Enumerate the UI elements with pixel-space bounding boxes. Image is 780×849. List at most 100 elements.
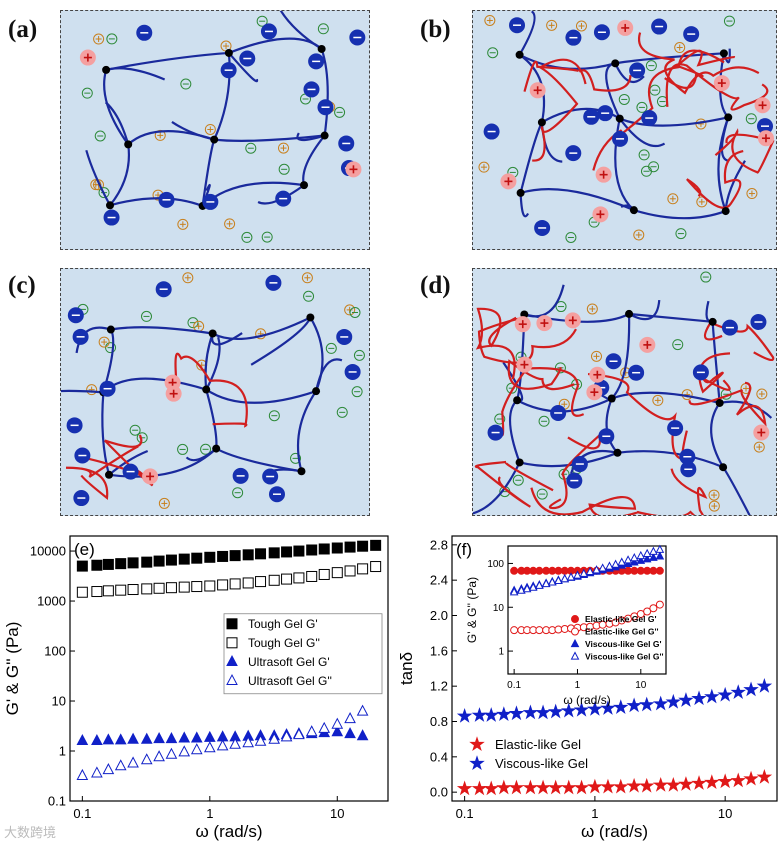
chart-f-data-point <box>717 773 733 789</box>
polyelectrolyte-chain <box>548 433 602 510</box>
chart-f-data-point <box>456 780 473 796</box>
chart-e-data-point <box>115 584 127 596</box>
polyelectrolyte-chain <box>65 445 139 500</box>
anionic-group <box>565 145 582 162</box>
anionic-group <box>122 463 139 480</box>
chart-e-data-point <box>331 725 344 737</box>
chart-e-data-point <box>127 756 139 768</box>
label-c: (c) <box>8 272 36 299</box>
chart-f-data-point <box>638 696 655 712</box>
crosslink-point <box>607 394 616 403</box>
cationic-group <box>639 336 656 353</box>
anionic-group <box>262 468 279 485</box>
chart-f-data-point <box>560 702 577 718</box>
positive-ion <box>154 129 166 141</box>
cationic-group <box>500 173 517 190</box>
chart-e-data-point <box>268 732 281 744</box>
network-chain <box>109 144 130 206</box>
chart-e-y-tick-label: 1000 <box>37 594 66 609</box>
cationic-group <box>713 75 730 92</box>
chart-f-y-tick-label: 2.4 <box>430 573 448 588</box>
anionic-group <box>158 191 175 208</box>
chart-e-data-point <box>331 542 343 554</box>
chart-e-data-point <box>331 567 343 579</box>
positive-ion <box>652 394 664 406</box>
negative-ion <box>487 47 499 59</box>
polyelectrolyte-chain <box>714 128 775 174</box>
chart-e-data-point <box>91 559 103 571</box>
chart-f-data-point <box>573 701 590 717</box>
crosslink-point <box>202 385 211 394</box>
anionic-group <box>338 135 355 152</box>
crosslink-point <box>516 188 525 197</box>
negative-ion <box>317 23 329 35</box>
chart-e-data-point <box>281 573 293 585</box>
network-chain <box>102 377 207 394</box>
crosslink-point <box>312 387 321 396</box>
anionic-group <box>275 190 292 207</box>
chart-f-y-tick-label: 0.0 <box>430 785 448 800</box>
anionic-group <box>612 130 629 147</box>
chart-f-plot-frame <box>451 535 778 802</box>
negative-ion <box>536 488 548 500</box>
chart-f-data-point <box>704 774 720 790</box>
chart-f-legend-label: Viscous-like Gel <box>495 756 588 771</box>
anionic-group <box>593 24 610 41</box>
network-chain <box>85 149 111 206</box>
crosslink-point <box>719 463 728 472</box>
chart-e-data-point <box>153 732 165 744</box>
chart-e-legend-label: Ultrasoft Gel G' <box>248 655 330 669</box>
chart-e-data-point <box>153 555 165 567</box>
crosslink-point <box>611 59 620 68</box>
cationic-group <box>592 206 609 223</box>
network-chain <box>214 134 325 142</box>
chart-e-data-point <box>370 539 382 551</box>
chart-e-x-tick-label: 0.1 <box>73 806 91 821</box>
chart-e-data-point <box>331 717 344 729</box>
chart-e-data-point <box>280 730 293 742</box>
anionic-group <box>692 364 709 381</box>
anionic-group <box>155 281 172 298</box>
negative-ion <box>565 231 577 243</box>
chart-e-data-point <box>165 732 178 744</box>
crosslink-point <box>224 48 233 57</box>
chart-f-data-point <box>496 779 512 795</box>
network-chain <box>205 389 218 449</box>
scheme-d-art <box>473 271 775 515</box>
network-chain <box>320 48 329 136</box>
chart-f-data-point <box>756 768 773 784</box>
inset-data-point <box>629 553 639 562</box>
chart-e-data-point <box>229 578 241 590</box>
chart-e-data-point <box>127 732 139 744</box>
negative-ion <box>351 386 363 398</box>
anionic-group <box>679 448 696 465</box>
inset-data-point <box>598 563 607 572</box>
chart-f-data-point <box>508 779 525 795</box>
positive-ion <box>753 441 765 453</box>
cationic-group <box>142 468 159 485</box>
positive-ion <box>278 142 290 154</box>
anionic-group <box>232 467 249 484</box>
watermark: 大数跨境 <box>4 825 57 840</box>
positive-ion <box>93 33 105 45</box>
positive-ion <box>182 272 194 284</box>
negative-ion <box>256 15 268 27</box>
inset-legend-marker <box>571 615 579 624</box>
negative-ion <box>129 424 141 436</box>
chart-e-data-point <box>165 554 177 566</box>
chart-f-data-point <box>483 780 499 796</box>
inset-series <box>509 544 665 596</box>
polyelectrolyte-chain <box>475 307 517 380</box>
crosslink-point <box>212 444 221 453</box>
anionic-group <box>344 363 361 380</box>
chart-e: 0.1 1 10 0.1 1 10 100 1000 10000 ω (rad/s) G' & G'… <box>3 535 389 841</box>
inset-y-tick-label: 100 <box>487 559 504 570</box>
inset-data-point <box>509 587 519 596</box>
chart-e-plot-frame <box>69 535 389 802</box>
network-chain <box>228 37 323 54</box>
anionic-group <box>103 209 120 226</box>
chart-e-data-point <box>76 768 89 780</box>
chart-f-y-tick-label: 1.2 <box>430 679 448 694</box>
positive-ion <box>746 188 758 200</box>
chart-e-data-point <box>268 574 280 586</box>
